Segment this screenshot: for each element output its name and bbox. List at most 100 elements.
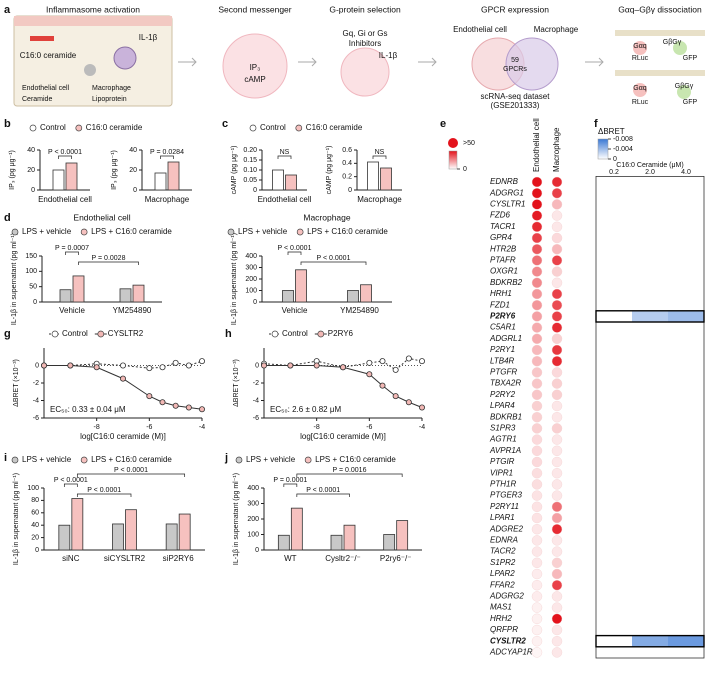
gene-label: PTGER3 [490, 491, 523, 500]
dot [531, 300, 543, 311]
y-tick-label: 60 [31, 510, 39, 517]
y-tick-label: 40 [129, 147, 137, 154]
y-tick-label: 0 [35, 547, 39, 554]
y-tick-label: 200 [245, 276, 257, 283]
x-axis-label: Macrophage [145, 195, 190, 204]
y-tick-label: 80 [31, 497, 39, 504]
membrane [615, 70, 705, 76]
cell [632, 523, 668, 535]
label: IP₃ [250, 63, 261, 72]
gene-label: P2RY1 [490, 345, 515, 354]
gene-label: GPR4 [490, 233, 512, 242]
cell [668, 445, 704, 457]
legend-dot [448, 138, 458, 148]
legend-swatch [317, 330, 325, 338]
legend-label: Control [260, 123, 286, 132]
cell [596, 176, 632, 188]
gene-label: HRH2 [490, 614, 512, 623]
legend-swatch [75, 124, 83, 132]
legend-label: LPS + vehicle [22, 455, 72, 464]
point [172, 359, 179, 366]
dot [551, 322, 563, 333]
cell [668, 221, 704, 233]
bar [165, 523, 178, 551]
gene-label: ADGRE2 [489, 524, 523, 533]
bar [380, 167, 392, 191]
gene-label: QRFPR [490, 625, 518, 634]
label: Ceramide [22, 96, 52, 103]
cell [596, 467, 632, 479]
x-tick-label: -8 [314, 424, 320, 431]
cell [596, 198, 632, 210]
y-tick-label: -2 [253, 380, 259, 387]
point [418, 358, 425, 365]
cell [668, 635, 704, 647]
bar [178, 513, 191, 551]
annotation: P < 0.0001 [48, 149, 82, 156]
x-tick-label: 0.2 [609, 169, 619, 176]
arrow [178, 57, 197, 67]
dot [551, 624, 563, 636]
cell [632, 333, 668, 345]
cell [596, 546, 632, 558]
y-tick-label: 400 [247, 485, 259, 492]
cell [632, 322, 668, 334]
cell [632, 490, 668, 502]
cell [668, 456, 704, 468]
x-tick-label: siCYSLTR2 [104, 554, 146, 563]
cell [632, 635, 668, 647]
gene-label: TACR2 [490, 547, 516, 556]
dot [531, 568, 543, 580]
cell [632, 277, 668, 289]
row-highlight [595, 634, 705, 648]
bar [125, 509, 137, 551]
dot [531, 412, 543, 423]
dot [551, 176, 563, 188]
dot [531, 624, 543, 636]
legend-label: CYSLTR2 [108, 329, 144, 338]
dot [531, 647, 543, 658]
cell [632, 456, 668, 468]
gene-label: CYSLTR1 [490, 200, 525, 209]
dot [551, 524, 563, 535]
y-tick-label: 0.10 [243, 167, 257, 174]
cell [596, 366, 632, 378]
point [313, 362, 320, 369]
schematic: a Inflammasome activation IL-1β C16:0 ce… [4, 4, 705, 110]
cell-icon [340, 47, 390, 97]
y-tick-label: 100 [27, 485, 39, 492]
gene-label: OXGR1 [490, 267, 518, 276]
cell [596, 232, 632, 244]
x-tick-label: -4 [199, 424, 205, 431]
cell [632, 445, 668, 457]
dot [551, 602, 563, 613]
cell [668, 378, 704, 390]
y-axis-label: IL-1β in supernatant (pg ml⁻¹) [233, 473, 240, 565]
cell [668, 557, 704, 569]
point [172, 402, 179, 409]
dot [531, 356, 543, 367]
y-tick-label: 100 [247, 531, 259, 538]
label: GPCRs [503, 66, 527, 73]
legend-label: Control [282, 329, 308, 338]
point [366, 371, 373, 378]
x-axis-label: Macrophage [357, 195, 402, 204]
panel-letter: j [224, 452, 228, 464]
cell [596, 478, 632, 490]
dot [551, 412, 563, 423]
colorbar-label: 0 [463, 166, 467, 173]
cell [596, 434, 632, 446]
dot [531, 187, 543, 199]
step-title: Second messenger [218, 4, 291, 14]
dot [551, 512, 563, 524]
cell [668, 411, 704, 423]
dot [551, 311, 563, 322]
cell [596, 277, 632, 289]
cell [668, 613, 704, 625]
point [287, 362, 294, 369]
dot [531, 221, 543, 233]
subplot-title: Endothelial cell [73, 212, 130, 222]
point [159, 364, 166, 371]
dot [551, 591, 563, 602]
